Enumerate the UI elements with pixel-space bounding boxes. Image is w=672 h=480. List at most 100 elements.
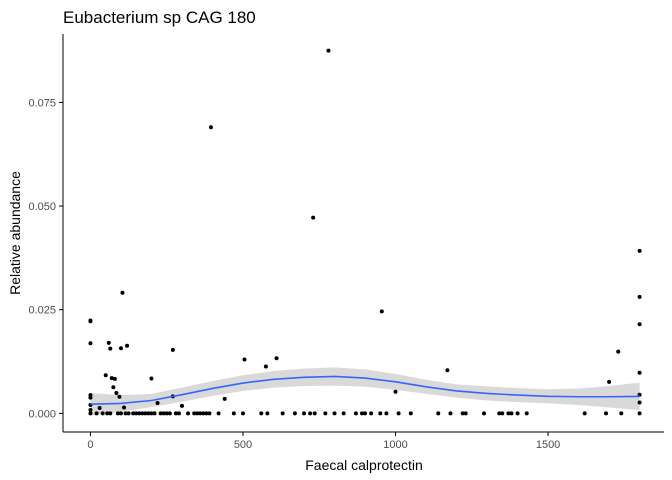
data-point <box>506 411 511 416</box>
data-point <box>122 405 127 410</box>
data-point <box>369 411 374 416</box>
data-point <box>408 411 413 416</box>
data-point <box>88 411 93 416</box>
data-point <box>88 395 93 400</box>
data-point <box>88 319 93 324</box>
confidence-band <box>90 367 640 416</box>
data-point <box>155 400 160 405</box>
data-point <box>149 411 154 416</box>
data-point <box>378 411 383 416</box>
data-point <box>637 370 642 375</box>
y-tick-label: 0.000 <box>28 408 56 420</box>
data-point <box>497 411 502 416</box>
data-point <box>240 411 245 416</box>
data-point <box>108 346 113 351</box>
data-point <box>216 411 221 416</box>
data-point <box>363 411 368 416</box>
data-point <box>198 411 203 416</box>
data-point <box>131 411 136 416</box>
data-point <box>445 368 450 373</box>
data-point <box>604 411 609 416</box>
data-point <box>500 411 505 416</box>
confidence-band-layer <box>90 367 640 416</box>
data-point <box>302 411 307 416</box>
data-point <box>137 411 142 416</box>
data-point <box>106 340 111 345</box>
data-point <box>242 357 247 362</box>
data-point <box>126 411 131 416</box>
data-point <box>186 411 191 416</box>
data-point <box>103 373 108 378</box>
data-point <box>173 411 178 416</box>
y-axis-title: Relative abundance <box>7 171 23 295</box>
data-point <box>195 411 200 416</box>
data-point <box>97 405 102 410</box>
data-point <box>167 411 172 416</box>
data-point <box>637 322 642 327</box>
data-point <box>259 411 264 416</box>
data-point <box>616 349 621 354</box>
data-point <box>204 411 209 416</box>
data-point <box>509 411 514 416</box>
data-point <box>105 411 110 416</box>
data-point <box>192 411 197 416</box>
data-point <box>123 411 128 416</box>
data-point <box>619 411 624 416</box>
data-point <box>222 396 227 401</box>
data-point <box>384 411 389 416</box>
data-point <box>524 411 529 416</box>
data-point <box>152 411 157 416</box>
data-point <box>637 400 642 405</box>
data-point <box>393 389 398 394</box>
y-tick-label: 0.025 <box>28 305 56 317</box>
data-point <box>201 411 206 416</box>
data-point <box>125 343 130 348</box>
data-point <box>112 376 117 381</box>
data-point <box>120 290 125 295</box>
data-point <box>143 411 148 416</box>
smooth-line-layer <box>90 375 640 406</box>
x-tick-label: 500 <box>234 439 252 451</box>
data-point <box>265 411 270 416</box>
data-point <box>396 411 401 416</box>
data-point <box>332 411 337 416</box>
data-point <box>140 411 145 416</box>
data-point <box>88 341 93 346</box>
data-point <box>114 391 119 396</box>
data-point <box>292 411 297 416</box>
data-point <box>341 411 346 416</box>
data-point <box>353 411 358 416</box>
data-point <box>582 411 587 416</box>
data-point <box>207 411 212 416</box>
y-axis-ticks: 0.000 0.025 0.050 0.075 <box>28 97 63 420</box>
y-tick-label: 0.050 <box>28 201 56 213</box>
x-axis-title: Faecal calprotectin <box>305 457 423 473</box>
x-tick-label: 0 <box>87 439 93 451</box>
data-point <box>176 411 181 416</box>
data-point <box>359 411 364 416</box>
data-point <box>515 411 520 416</box>
data-point <box>637 248 642 253</box>
data-point <box>263 364 268 369</box>
data-point <box>109 376 114 381</box>
data-point <box>460 411 465 416</box>
data-point <box>179 403 184 408</box>
data-point <box>208 125 213 130</box>
data-point <box>149 376 154 381</box>
data-point <box>280 411 285 416</box>
data-point <box>170 347 175 352</box>
data-point <box>118 411 123 416</box>
data-point <box>88 408 93 413</box>
data-point <box>164 411 169 416</box>
data-point <box>94 411 99 416</box>
data-point <box>118 346 123 351</box>
data-point <box>607 379 612 384</box>
data-point <box>115 411 120 416</box>
data-point <box>111 385 116 390</box>
y-tick-label: 0.075 <box>28 97 56 109</box>
data-point <box>308 411 313 416</box>
data-point <box>637 294 642 299</box>
data-point <box>100 411 105 416</box>
data-point <box>161 411 166 416</box>
